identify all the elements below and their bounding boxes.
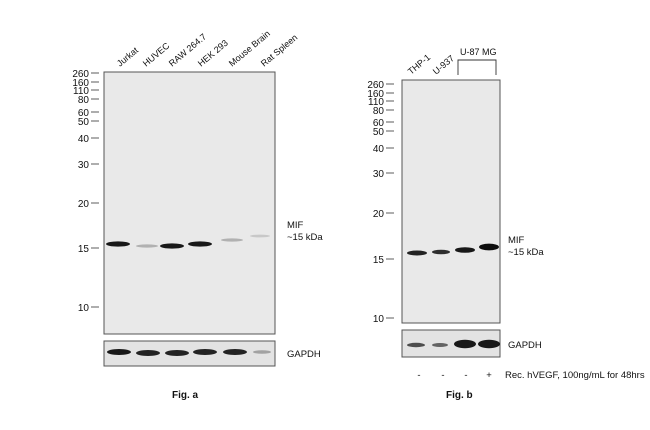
fig-a-gapdh-membrane <box>103 340 276 367</box>
treatment-sign: + <box>486 370 492 381</box>
fig-a-loading-label: GAPDH <box>287 349 321 360</box>
fig-b-panel: THP-1 U-937 U-87 MG 260 160 110 80 60 50… <box>367 47 645 401</box>
gapdh-band <box>223 349 247 355</box>
fig-a-mw-markers: 260 160 110 80 60 50 40 30 20 15 10 <box>72 69 89 314</box>
mif-band <box>455 247 475 253</box>
fig-b-group-label: U-87 MG <box>460 47 497 57</box>
mw-marker: 260 <box>367 80 384 91</box>
treatment-sign: - <box>417 370 420 381</box>
fig-a-caption: Fig. a <box>172 390 199 401</box>
mw-marker: 160 <box>72 78 89 89</box>
treatment-sign: - <box>441 370 444 381</box>
mif-band <box>479 243 499 251</box>
fig-a-gapdh-bands <box>107 349 271 356</box>
mw-marker: 10 <box>373 314 385 325</box>
mif-band <box>221 238 243 242</box>
fig-b-target-name: MIF <box>508 235 525 246</box>
fig-b-gapdh-bands <box>407 339 500 349</box>
fig-b-loading-label: GAPDH <box>508 340 542 351</box>
gapdh-band <box>432 343 448 347</box>
mw-marker: 30 <box>373 169 385 180</box>
fig-a-lane-labels: Jurkat HUVEC RAW 264.7 HEK 293 Mouse Bra… <box>115 28 300 68</box>
mw-marker: 50 <box>78 117 90 128</box>
fig-b-treatment-signs: - - - + <box>417 370 492 381</box>
fig-b-mif-bands <box>407 243 499 256</box>
fig-a-lane-label: Jurkat <box>115 45 141 69</box>
fig-b-group-bracket <box>457 59 497 75</box>
mw-marker: 20 <box>78 199 90 210</box>
fig-a-target-size: ~15 kDa <box>287 232 323 243</box>
mw-marker: 40 <box>78 134 90 145</box>
gapdh-band <box>253 350 271 354</box>
mw-marker: 60 <box>373 118 385 129</box>
fig-a-panel: Jurkat HUVEC RAW 264.7 HEK 293 Mouse Bra… <box>72 28 323 401</box>
mw-marker: 30 <box>78 160 90 171</box>
mw-marker: 15 <box>373 255 385 266</box>
mif-band <box>188 241 212 247</box>
mw-marker: 260 <box>72 69 89 80</box>
gapdh-band <box>478 339 500 349</box>
fig-b-mw-ticks <box>386 83 394 319</box>
fig-b-mif-membrane <box>401 79 501 324</box>
mw-marker: 15 <box>78 244 90 255</box>
gapdh-band <box>454 339 476 349</box>
treatment-sign: - <box>464 370 467 381</box>
mw-marker: 10 <box>78 303 90 314</box>
fig-a-lane-label: HUVEC <box>141 40 172 68</box>
mif-band <box>432 249 450 255</box>
mif-band <box>136 244 158 248</box>
fig-a-target-name: MIF <box>287 220 304 231</box>
mw-marker: 80 <box>373 106 385 117</box>
gapdh-band <box>107 349 131 355</box>
mw-marker: 50 <box>373 127 385 138</box>
fig-b-lane-label: THP-1 <box>406 52 432 76</box>
fig-b-caption: Fig. b <box>446 390 473 401</box>
mif-band <box>250 234 270 238</box>
mw-marker: 160 <box>367 89 384 100</box>
fig-a-mif-membrane <box>103 71 276 335</box>
fig-a-mif-bands <box>106 234 270 249</box>
fig-b-lane-label: U-937 <box>431 53 456 76</box>
fig-b-mw-markers: 260 160 110 80 60 50 40 30 20 15 10 <box>367 80 384 325</box>
fig-b-treatment-label: Rec. hVEGF, 100ng/mL for 48hrs <box>505 370 645 381</box>
fig-a-mw-ticks <box>91 72 99 308</box>
mif-band <box>407 250 427 256</box>
gapdh-band <box>407 342 425 348</box>
mw-marker: 110 <box>368 97 384 108</box>
mw-marker: 40 <box>373 144 385 155</box>
mif-band <box>106 241 130 247</box>
gapdh-band <box>136 350 160 356</box>
mw-marker: 110 <box>73 86 89 97</box>
mw-marker: 80 <box>78 95 90 106</box>
gapdh-band <box>165 350 189 356</box>
gapdh-band <box>193 349 217 355</box>
mif-band <box>160 243 184 249</box>
mw-marker: 60 <box>78 108 90 119</box>
fig-b-target-size: ~15 kDa <box>508 247 544 258</box>
mw-marker: 20 <box>373 209 385 220</box>
